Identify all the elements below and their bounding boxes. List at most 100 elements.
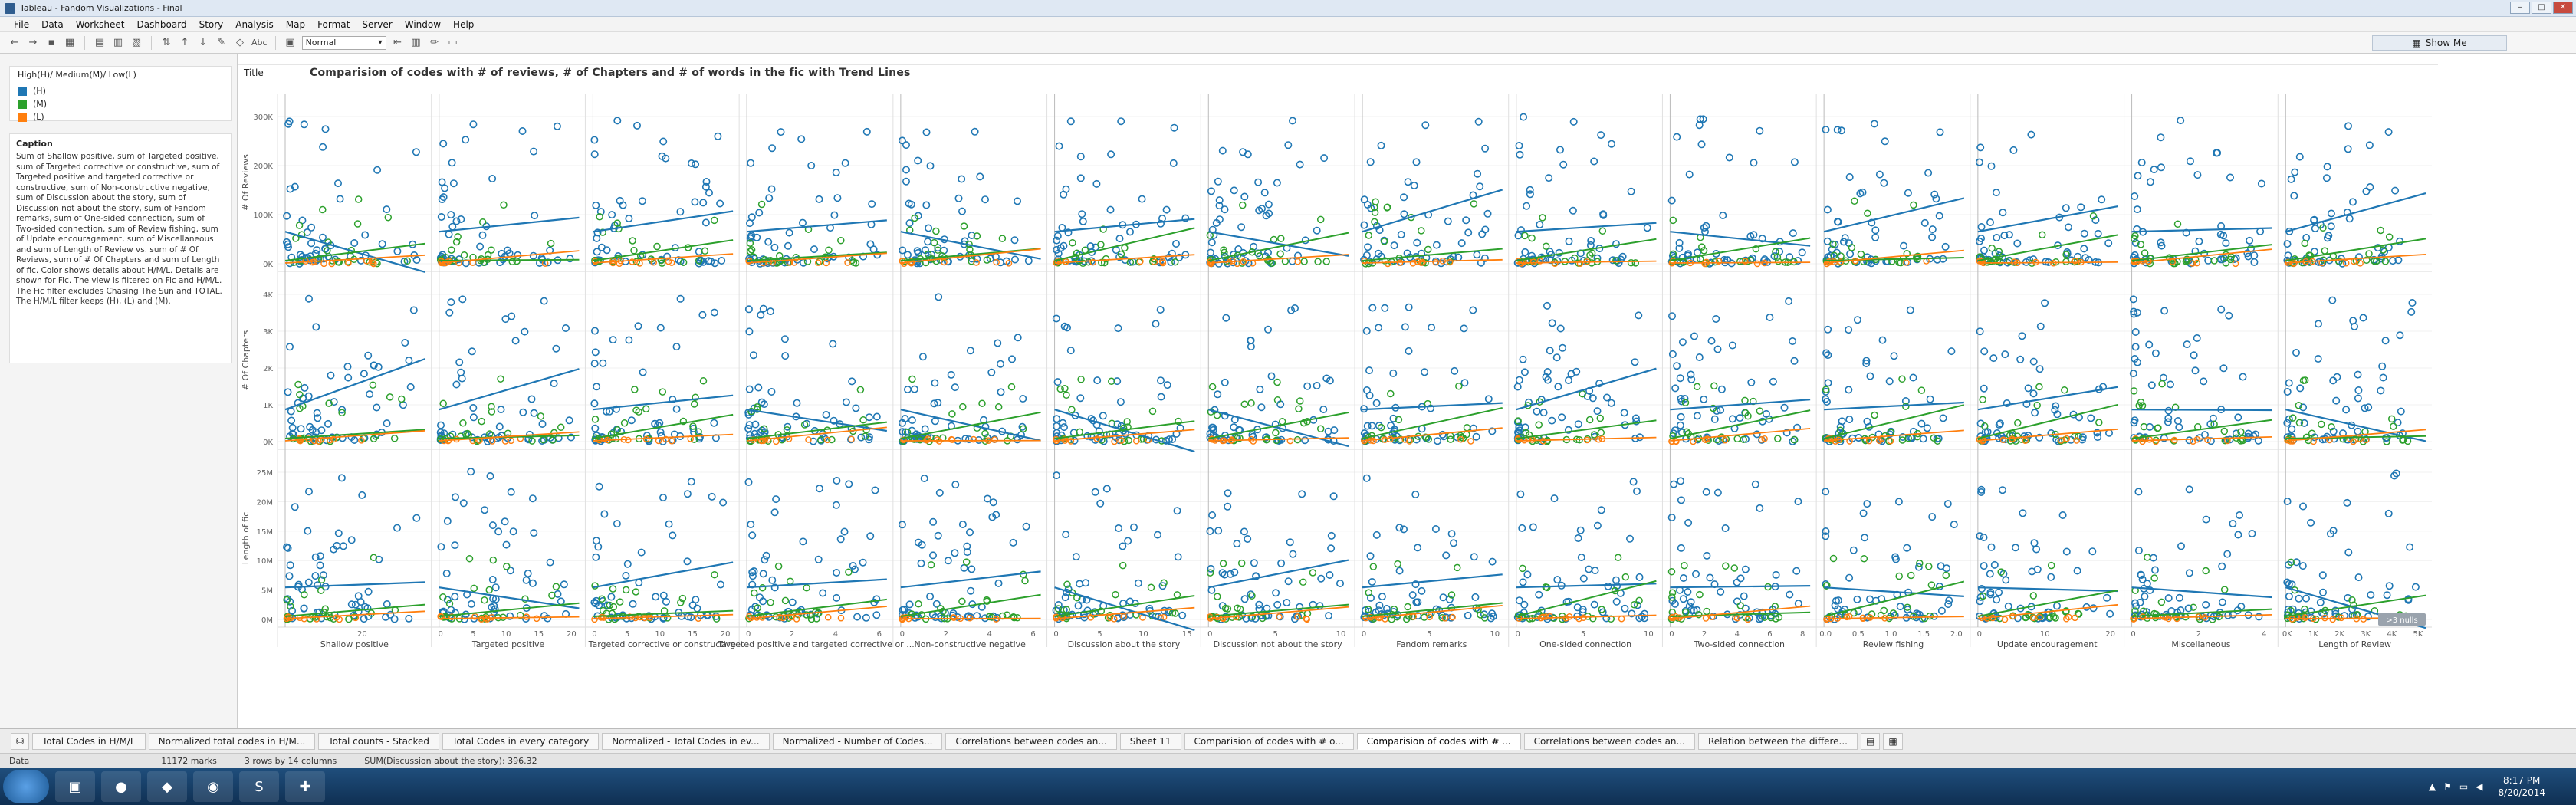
point-m (1860, 258, 1868, 266)
sheet-tab[interactable]: Correlations between codes an... (945, 732, 1117, 750)
save-icon[interactable]: ▪ (48, 37, 55, 48)
sheet-tab[interactable]: Normalized total codes in H/M... (148, 732, 316, 750)
menu-file[interactable]: File (14, 18, 30, 30)
back-icon[interactable]: ← (10, 37, 19, 48)
new-worksheet-tab-icon[interactable]: ▤ (1860, 732, 1881, 750)
point-h (2175, 423, 2183, 432)
show-me-button[interactable]: ▦ Show Me (2372, 35, 2507, 51)
point-h (2160, 307, 2169, 315)
chrome-icon[interactable]: ◉ (193, 771, 233, 802)
point-h (634, 322, 642, 330)
fit-icon[interactable]: ▣ (285, 37, 295, 48)
volume-icon[interactable]: ◀ (2476, 781, 2483, 792)
network-icon[interactable]: ▭ (2459, 781, 2469, 792)
point-h (300, 604, 308, 613)
app-icon[interactable]: ◆ (147, 771, 187, 802)
explorer-icon[interactable]: ▣ (55, 771, 95, 802)
minimize-button[interactable]: – (2510, 2, 2530, 14)
fix-axes-icon[interactable]: ⇤ (393, 37, 402, 48)
sheet-tab[interactable]: Sheet 11 (1119, 732, 1181, 750)
trendline-m (1362, 248, 1503, 261)
spotify-icon[interactable]: ● (101, 771, 141, 802)
menu-format[interactable]: Format (317, 18, 350, 30)
sheet-tab[interactable]: Normalized - Total Codes in ev... (602, 732, 770, 750)
sheet-tab[interactable]: Normalized - Number of Codes... (772, 732, 943, 750)
sheet-tab[interactable]: Relation between the differe... (1697, 732, 1858, 750)
flag-icon[interactable]: ⚑ (2443, 781, 2452, 792)
point-h (1322, 374, 1331, 383)
sheet-tab[interactable]: Total Codes in every category (442, 732, 600, 750)
point-h (1520, 600, 1529, 609)
legend-item[interactable]: (M) (18, 97, 223, 110)
point-h (488, 603, 496, 612)
point-h (2149, 554, 2157, 562)
new-worksheet-icon[interactable]: ▤ (94, 37, 105, 48)
point-h (1687, 598, 1695, 606)
sort-asc-icon[interactable]: ↑ (180, 37, 189, 48)
menu-dashboard[interactable]: Dashboard (136, 18, 187, 30)
point-h (958, 520, 967, 528)
pen-icon[interactable]: ✏ (430, 37, 439, 48)
labels-abc-button[interactable]: Abc (251, 38, 268, 48)
point-m (557, 423, 565, 432)
tray-arrow-icon[interactable]: ▲ (2428, 781, 2436, 792)
y-tick-label: 5M (261, 587, 273, 596)
sheet-tab-active[interactable]: Comparision of codes with # ... (1356, 732, 1521, 750)
point-h (458, 295, 467, 304)
duplicate-icon[interactable]: ▥ (113, 37, 123, 48)
point-h (780, 335, 789, 343)
point-h (1181, 214, 1190, 222)
clear-icon[interactable]: ▧ (131, 37, 142, 48)
tableau-icon[interactable]: ✚ (285, 771, 325, 802)
presentation-icon[interactable]: ▭ (448, 37, 458, 48)
menu-help[interactable]: Help (453, 18, 475, 30)
data-source-tab-icon[interactable]: ⛁ (11, 732, 30, 750)
point-m (1521, 232, 1529, 240)
legend-item[interactable]: (L) (18, 110, 223, 123)
maximize-button[interactable]: □ (2532, 2, 2551, 14)
point-l (1005, 259, 1013, 267)
point-m (632, 588, 640, 596)
sheet-tab[interactable]: Correlations between codes an... (1523, 732, 1695, 750)
menu-server[interactable]: Server (362, 18, 393, 30)
point-l (951, 614, 958, 621)
point-m (653, 242, 661, 251)
legend-item[interactable]: (H) (18, 84, 223, 97)
swap-icon[interactable]: ⇅ (162, 37, 171, 48)
point-m (2095, 419, 2103, 426)
sheet-tab[interactable]: Total Codes in H/M/L (32, 732, 146, 750)
highlight-icon[interactable]: ✎ (217, 37, 226, 48)
point-l (1432, 258, 1440, 266)
point-m (663, 614, 672, 622)
menu-analysis[interactable]: Analysis (235, 18, 274, 30)
forward-icon[interactable]: → (28, 37, 38, 48)
point-h (2330, 435, 2338, 443)
menu-map[interactable]: Map (285, 18, 306, 30)
start-button[interactable] (3, 770, 49, 803)
menu-window[interactable]: Window (404, 18, 442, 30)
point-h (378, 240, 386, 248)
point-h (1823, 205, 1832, 214)
sheet-tab[interactable]: Comparision of codes with # o... (1184, 732, 1354, 750)
point-m (1221, 248, 1228, 256)
menu-worksheet[interactable]: Worksheet (75, 18, 125, 30)
point-h (1277, 559, 1286, 567)
new-data-source-icon[interactable]: ▦ (64, 37, 75, 48)
x-tick-label: 5 (471, 630, 475, 639)
sheet-tab[interactable]: Total counts - Stacked (318, 732, 440, 750)
point-h (304, 392, 313, 400)
new-dashboard-tab-icon[interactable]: ▦ (1883, 732, 1903, 750)
clock[interactable]: 8:17 PM 8/20/2014 (2498, 775, 2545, 798)
close-button[interactable]: ✕ (2553, 2, 2573, 14)
skype-icon[interactable]: S (239, 771, 279, 802)
point-h (926, 592, 935, 600)
point-m (1371, 209, 1379, 216)
menu-story[interactable]: Story (199, 18, 224, 30)
menu-data[interactable]: Data (41, 18, 64, 30)
fit-select[interactable]: Normal (301, 35, 386, 50)
group-icon[interactable]: ◇ (236, 37, 244, 48)
point-h (2151, 349, 2160, 357)
chart-type-icon[interactable]: ▥ (411, 37, 421, 48)
sort-desc-icon[interactable]: ↓ (199, 37, 208, 48)
